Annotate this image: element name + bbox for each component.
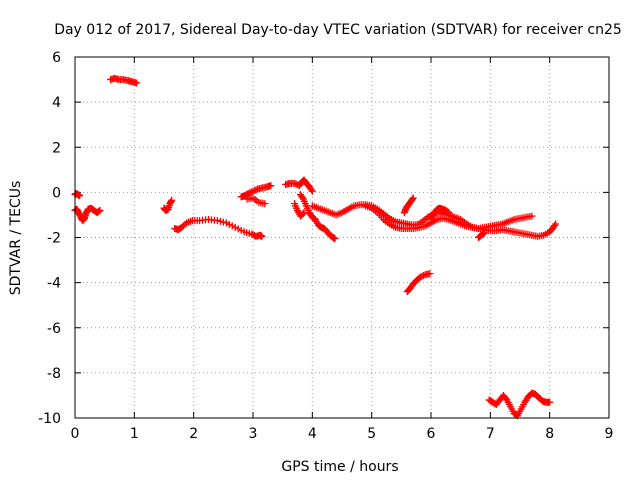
data-point <box>181 220 189 228</box>
grid <box>75 57 609 418</box>
data-point <box>179 222 187 230</box>
series-seg13 <box>400 194 417 217</box>
y-tick-label: -2 <box>47 231 61 247</box>
data-point <box>418 272 426 280</box>
series-seg8 <box>282 176 316 195</box>
x-tick-label: 2 <box>189 426 198 442</box>
x-tick-label: 7 <box>486 426 495 442</box>
data-point <box>82 210 90 218</box>
y-tick-label: -4 <box>47 276 61 292</box>
y-axis-label: SDTVAR / TECUs <box>8 181 24 296</box>
x-tick-label: 4 <box>308 426 317 442</box>
data-point <box>552 220 560 228</box>
data-point <box>299 210 307 218</box>
data-point <box>75 209 83 217</box>
series-seg10 <box>291 200 308 220</box>
x-tick-label: 1 <box>130 426 139 442</box>
series-seg5 <box>171 215 266 240</box>
data-point <box>251 186 259 194</box>
x-tick-label: 8 <box>545 426 554 442</box>
data-point <box>479 230 487 238</box>
series-seg9 <box>296 191 339 243</box>
data-point <box>408 195 416 203</box>
data-point <box>416 273 424 281</box>
y-tick-label: 0 <box>52 185 61 201</box>
data-point <box>252 186 260 194</box>
data-point <box>419 271 427 279</box>
x-tick-label: 3 <box>249 426 258 442</box>
x-axis-label: GPS time / hours <box>281 459 398 475</box>
x-tick-label: 6 <box>427 426 436 442</box>
data-point <box>178 223 186 231</box>
series-seg12 <box>362 202 560 240</box>
series-seg17 <box>485 389 554 420</box>
data-point <box>258 232 266 240</box>
x-tick-label: 9 <box>605 426 614 442</box>
data-point <box>291 179 299 187</box>
data-point <box>96 206 104 214</box>
series-seg3 <box>107 74 141 87</box>
y-tick-label: 4 <box>52 95 61 111</box>
data-point <box>267 182 275 190</box>
data-point <box>261 200 269 208</box>
series-seg2 <box>71 204 104 225</box>
x-tick-label: 0 <box>71 426 80 442</box>
y-tick-label: -8 <box>47 366 61 382</box>
y-tick-label: -10 <box>38 411 61 427</box>
axis-ticks: 0 1 2 3 4 5 6 7 8 9 -10 -8 -6 -4 -2 0 2 4 6 <box>38 50 613 442</box>
data-point <box>244 190 252 198</box>
data-point <box>444 208 452 216</box>
data-point <box>246 189 254 197</box>
data-point <box>551 221 559 229</box>
series-seg6 <box>237 182 275 201</box>
data-point <box>300 209 308 217</box>
y-tick-label: 2 <box>52 140 61 156</box>
data-point <box>249 187 257 195</box>
chart-title: Day 012 of 2017, Sidereal Day-to-day VTE… <box>54 22 622 38</box>
data-point <box>133 79 141 87</box>
y-tick-label: -6 <box>47 321 61 337</box>
data-point <box>298 194 306 202</box>
data-points <box>71 74 560 420</box>
series-seg14 <box>403 270 434 296</box>
plot-frame <box>74 56 610 419</box>
series-seg4 <box>160 196 176 214</box>
series-seg16 <box>474 229 488 241</box>
data-point <box>95 207 103 215</box>
data-point <box>445 209 453 217</box>
data-point <box>426 270 434 278</box>
data-point <box>546 398 554 406</box>
data-point <box>502 394 510 402</box>
data-point <box>168 196 176 204</box>
series-seg1 <box>71 190 84 200</box>
data-point <box>528 212 536 220</box>
series-seg15 <box>427 204 453 223</box>
data-point <box>331 235 339 243</box>
data-point <box>409 194 417 202</box>
data-point <box>308 187 316 195</box>
data-point <box>307 186 315 194</box>
y-tick-label: 6 <box>52 50 61 66</box>
data-point <box>76 192 84 200</box>
x-tick-label: 5 <box>367 426 376 442</box>
data-point <box>75 210 83 218</box>
series-seg7 <box>243 194 269 208</box>
data-point <box>247 188 255 196</box>
data-point <box>480 229 488 237</box>
